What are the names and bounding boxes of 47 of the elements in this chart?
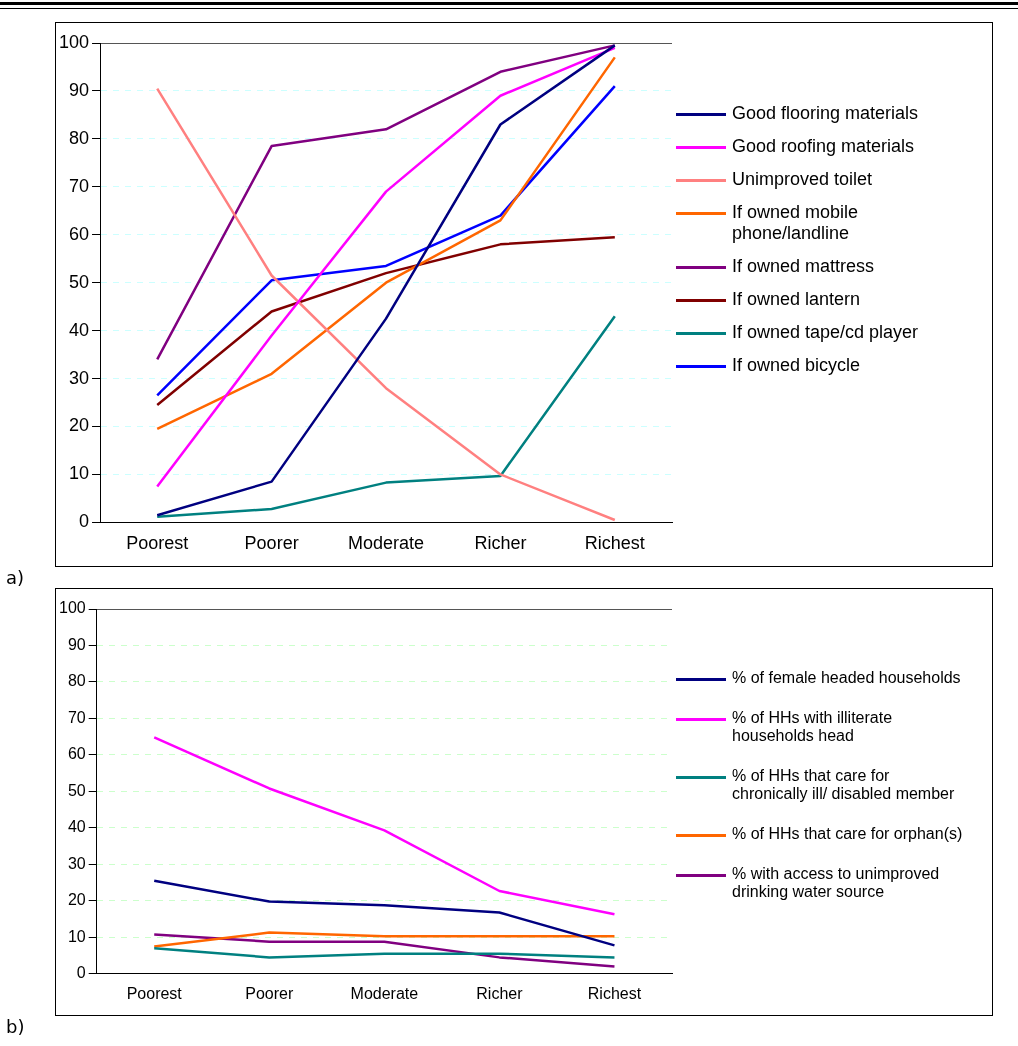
text: a) — [6, 567, 25, 588]
y-tick-label: 20 — [67, 891, 86, 909]
y-tick-label: 30 — [69, 367, 90, 388]
y-tick-label: 60 — [67, 745, 86, 763]
x-tick-label: Richer — [474, 533, 527, 554]
y-tick-label: 10 — [67, 927, 86, 945]
legend-label: % with access to unimproved drinking water source — [732, 865, 941, 901]
legend-label: If owned lantern — [732, 289, 861, 310]
y-tick-label: 50 — [69, 271, 90, 292]
y-tick-label: 60 — [69, 223, 90, 244]
y-tick-label: 50 — [67, 781, 86, 799]
y-tick-label: 80 — [67, 672, 86, 690]
y-tick-label: 0 — [79, 511, 90, 532]
legend-label: If owned bicycle — [732, 355, 861, 376]
text: b) — [6, 1016, 25, 1037]
y-tick-label: 70 — [67, 708, 86, 726]
x-tick-label: Poorest — [126, 533, 189, 554]
x-tick-label: Poorer — [244, 533, 299, 554]
legend-label: Good roofing materials — [732, 136, 915, 157]
y-tick-label: 90 — [69, 79, 90, 100]
legend-label: If owned tape/cd player — [732, 322, 919, 343]
legend-label: % of HHs that care for orphan(s) — [732, 825, 963, 843]
y-tick-label: 20 — [69, 415, 90, 436]
y-tick-label: 80 — [69, 127, 90, 148]
y-tick-label: 70 — [69, 175, 90, 196]
y-tick-label: 100 — [58, 599, 86, 617]
legend-label: Unimproved toilet — [732, 169, 873, 190]
y-tick-label: 0 — [76, 964, 86, 982]
legend-label: Good flooring materials — [732, 103, 919, 124]
x-tick-label: Richest — [587, 984, 642, 1002]
y-tick-label: 30 — [67, 854, 86, 872]
y-tick-label: 40 — [69, 319, 90, 340]
legend-label: If owned mobile phone/landline — [732, 202, 860, 244]
x-tick-label: Richest — [584, 533, 645, 554]
legend-label: % of female headed households — [732, 669, 961, 687]
x-tick-label: Moderate — [347, 533, 425, 554]
y-tick-label: 40 — [67, 818, 86, 836]
x-tick-label: Poorer — [245, 984, 294, 1002]
legend-label: If owned mattress — [732, 256, 875, 277]
x-tick-label: Richer — [476, 984, 524, 1002]
x-tick-label: Moderate — [350, 984, 419, 1002]
y-tick-label: 10 — [69, 463, 90, 484]
y-tick-label: 90 — [67, 635, 86, 653]
y-tick-label: 100 — [58, 31, 90, 52]
x-tick-label: Poorest — [126, 984, 183, 1002]
legend-label: % of HHs with illiterate households head — [732, 709, 894, 745]
legend-label: % of HHs that care for chronically ill/ disabled member — [732, 767, 956, 803]
